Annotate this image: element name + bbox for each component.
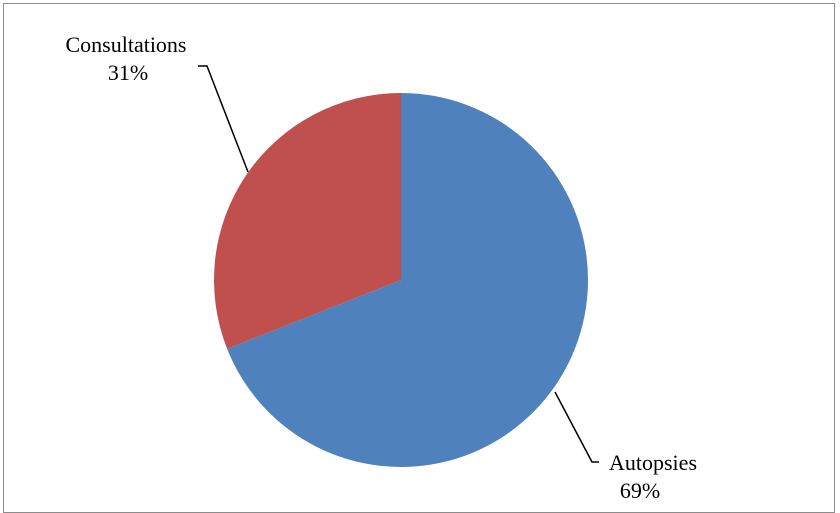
label-autopsies: Autopsies 69%: [609, 450, 697, 503]
leader-lines: [198, 65, 599, 463]
pie-slice-consultations: [213, 93, 401, 349]
pie-slices: [213, 93, 589, 467]
leader-line-consultations: [198, 65, 249, 173]
slice-label-autopsies: Autopsies: [609, 450, 697, 475]
slice-value-autopsies: 69%: [620, 478, 660, 503]
slice-value-consultations: 31%: [108, 60, 148, 85]
leader-line-autopsies: [554, 391, 599, 463]
slice-label-consultations: Consultations: [65, 32, 186, 57]
pie-slice-autopsies: [227, 93, 589, 467]
label-consultations: Consultations 31%: [65, 32, 186, 85]
